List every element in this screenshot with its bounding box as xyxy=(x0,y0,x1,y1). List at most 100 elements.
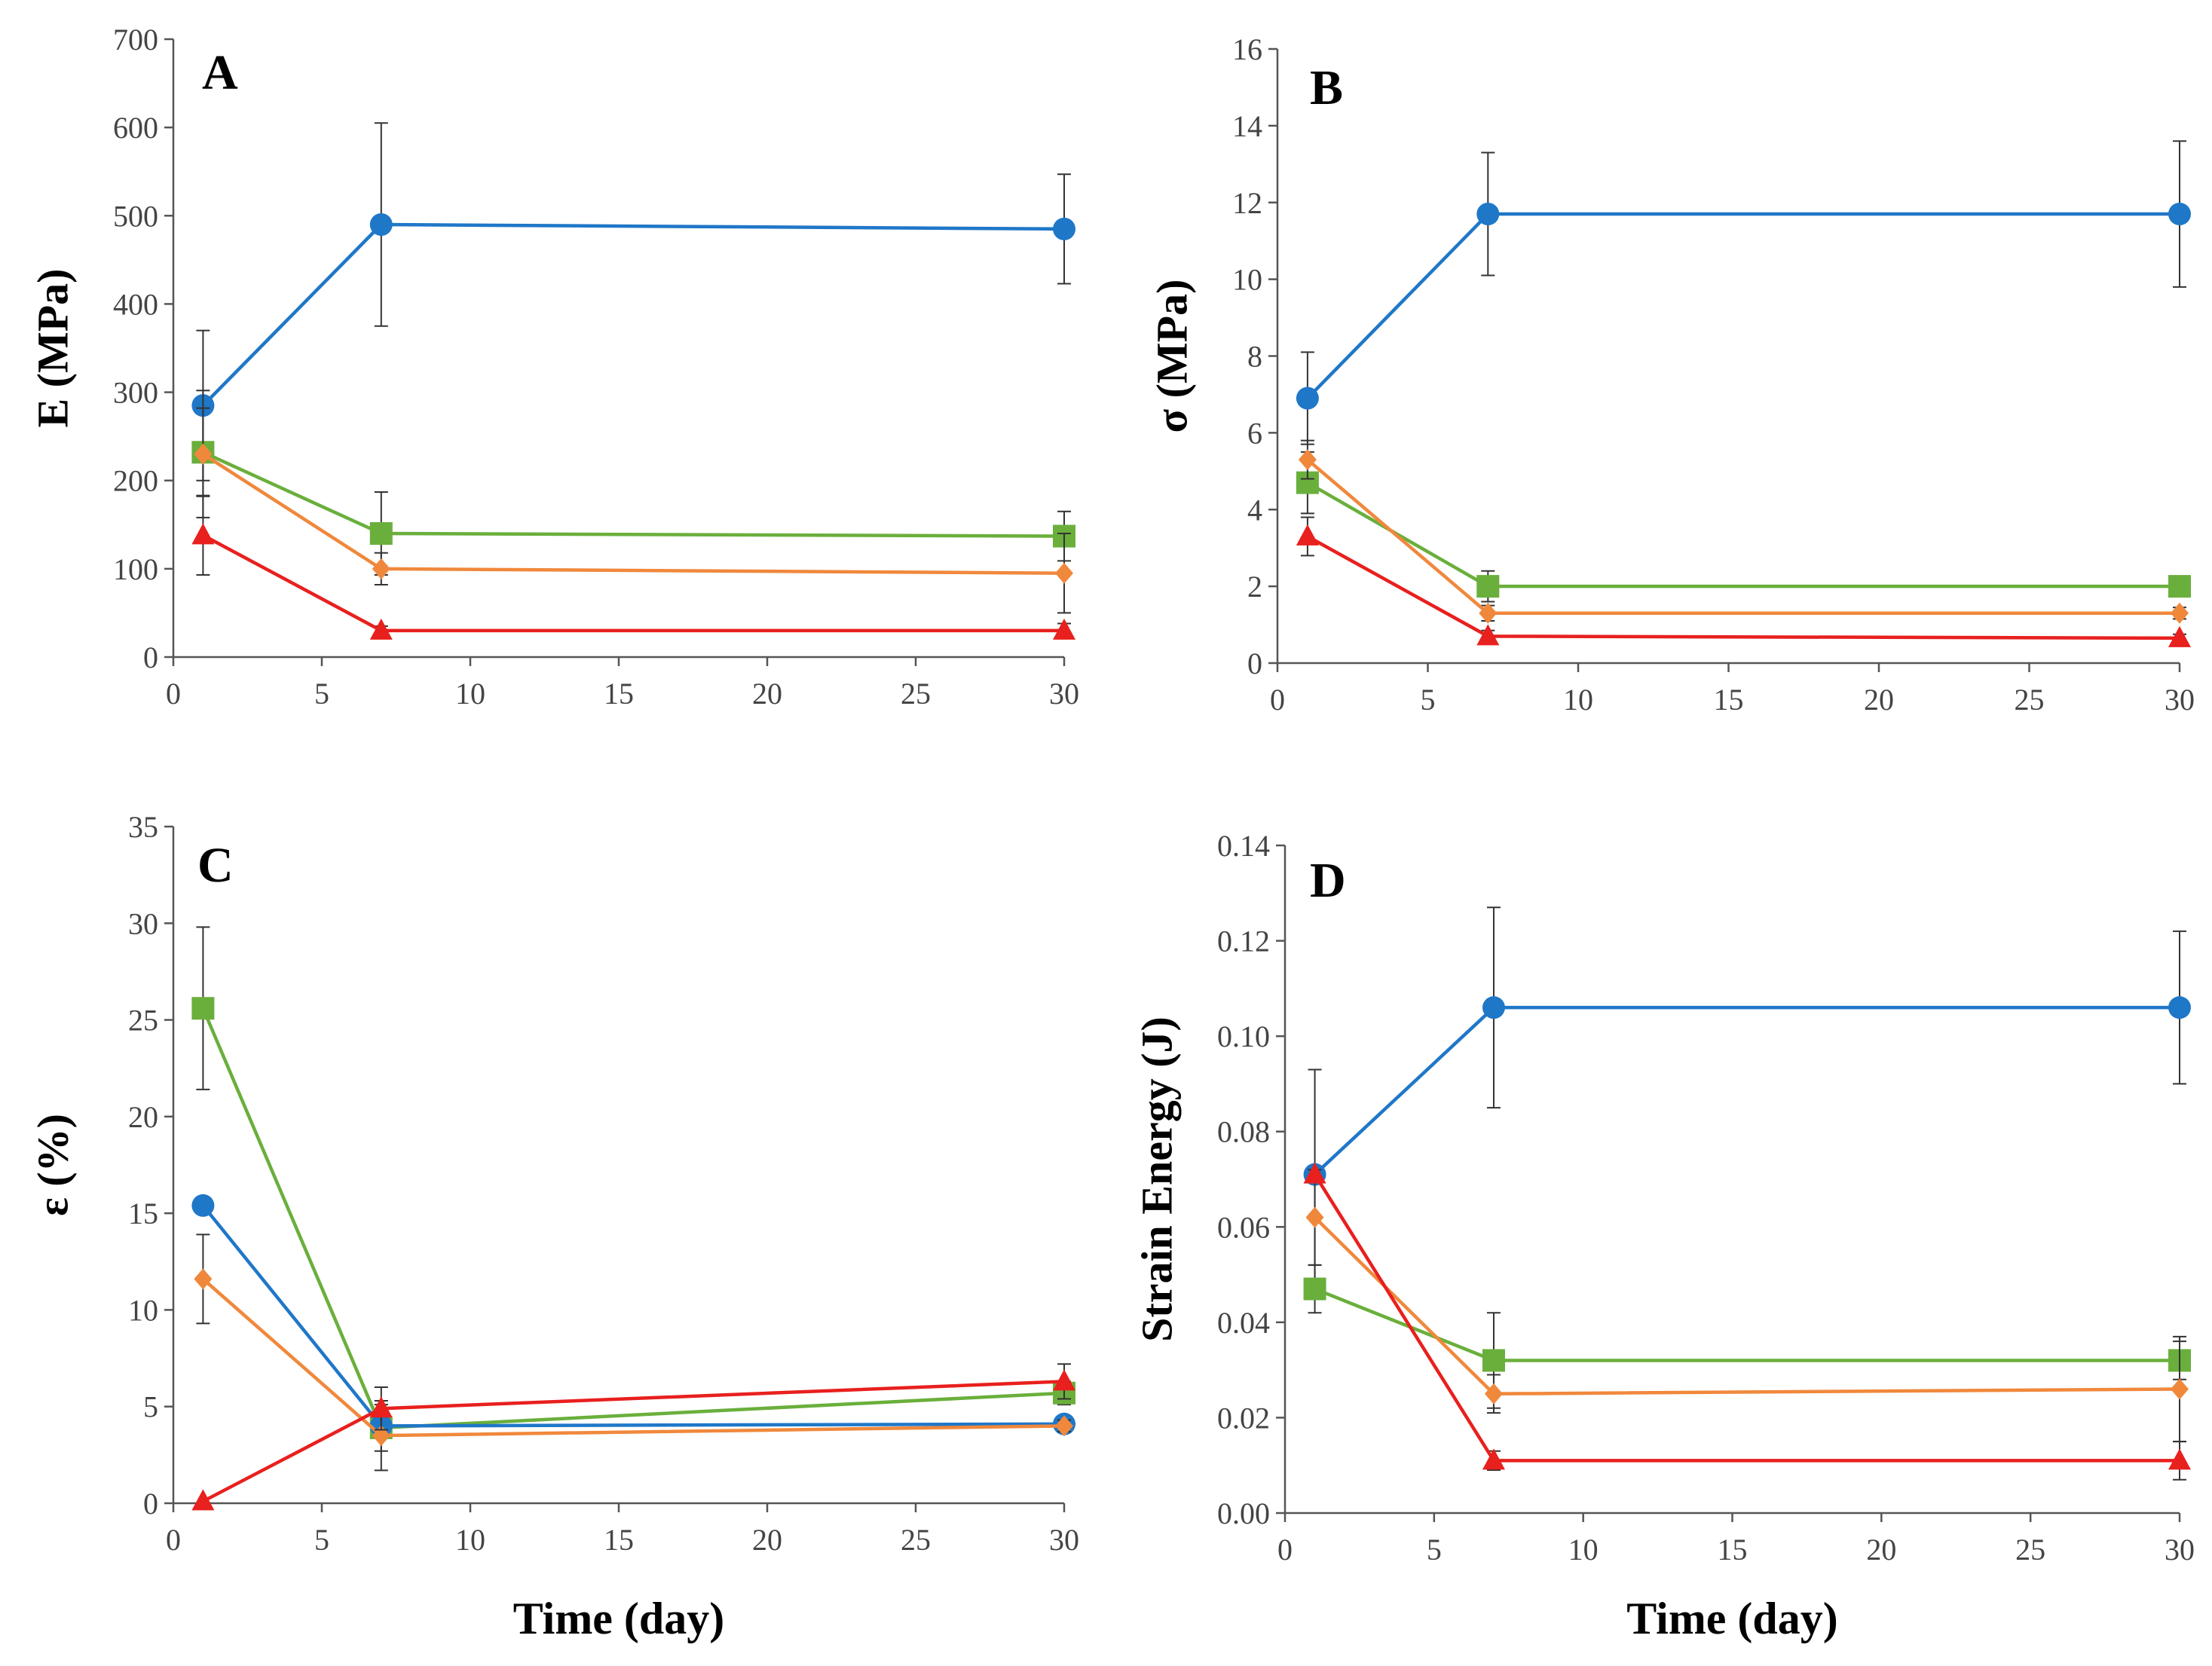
series-line xyxy=(1306,212,2180,400)
data-point xyxy=(2171,602,2189,624)
y-tick-label: 0 xyxy=(1247,647,1262,680)
y-tick-label: 8 xyxy=(1247,340,1262,374)
y-tick-label: 0.12 xyxy=(1217,925,1270,958)
y-tick-label: 2 xyxy=(1247,570,1262,604)
x-tick-label: 10 xyxy=(455,1523,485,1557)
series-line xyxy=(202,452,1065,575)
series-line xyxy=(201,1277,1065,1438)
data-point xyxy=(369,522,393,545)
x-tick-label: 25 xyxy=(901,1523,931,1557)
y-tick-label: 0.14 xyxy=(1217,829,1270,863)
data-point xyxy=(2168,575,2191,598)
y-tick-label: 12 xyxy=(1232,186,1262,220)
x-tick-label: 30 xyxy=(1049,677,1079,711)
data-point xyxy=(1305,1206,1324,1228)
data-point xyxy=(372,558,390,579)
x-tick-label: 20 xyxy=(1864,683,1894,717)
x-tick-label: 30 xyxy=(2165,1533,2195,1567)
data-point xyxy=(1476,575,1500,598)
series-green xyxy=(191,926,1075,1452)
panel-d: 0.00 0.02 0.04 0.06 0.08 0.10 0.12 0.14 0 5 10 15 20… xyxy=(1133,829,2195,1643)
y-tick-label: 14 xyxy=(1232,109,1262,143)
y-tick-label: 10 xyxy=(128,1293,158,1327)
x-tick-label: 5 xyxy=(314,677,329,711)
x-tick-label: 30 xyxy=(2165,683,2195,717)
y-axis-label: E (MPa) xyxy=(29,269,78,428)
y-axis-label: ε (%) xyxy=(29,1114,78,1216)
data-point xyxy=(1055,562,1073,584)
y-tick-label: 200 xyxy=(113,464,158,498)
data-point xyxy=(369,213,393,236)
series-red xyxy=(1303,1162,2191,1481)
series-green xyxy=(191,407,1075,576)
series-green xyxy=(1296,451,2191,603)
data-point xyxy=(1303,1162,1326,1184)
panel-a: 0 100 200 300 400 500 600 700 0 5 10 15 20 25 30 A E (MP… xyxy=(29,23,1080,711)
data-point xyxy=(369,618,393,640)
y-tick-label: 15 xyxy=(128,1197,158,1230)
x-axis-label: Time (day) xyxy=(513,1594,725,1643)
series-orange xyxy=(194,1233,1073,1472)
x-tick-label: 5 xyxy=(1427,1533,1442,1567)
y-tick-label: 700 xyxy=(113,23,158,57)
x-axis-label: Time (day) xyxy=(1626,1594,1838,1643)
data-point xyxy=(1053,1369,1075,1391)
data-point xyxy=(1053,217,1075,240)
y-tick-label: 0.02 xyxy=(1217,1401,1270,1435)
panel-label: A xyxy=(202,45,238,100)
data-point xyxy=(1482,1448,1505,1470)
data-point xyxy=(191,997,215,1020)
data-point xyxy=(1298,449,1317,471)
data-point xyxy=(194,1268,213,1290)
data-point xyxy=(1476,203,1500,226)
y-tick-label: 0 xyxy=(143,640,158,674)
series-line xyxy=(1313,1173,2180,1463)
x-tick-label: 15 xyxy=(1718,1533,1748,1567)
y-tick-label: 10 xyxy=(1232,263,1262,297)
y-tick-label: 20 xyxy=(128,1100,158,1134)
data-point xyxy=(1303,1277,1326,1301)
y-tick-label: 300 xyxy=(113,376,158,410)
series-line xyxy=(1306,458,2180,616)
x-tick-label: 20 xyxy=(1866,1533,1896,1567)
x-tick-label: 25 xyxy=(2015,683,2045,717)
x-tick-label: 15 xyxy=(604,677,634,711)
data-point xyxy=(1053,618,1075,640)
x-tick-label: 0 xyxy=(166,677,181,711)
y-axis-label: σ (MPa) xyxy=(1148,280,1197,433)
y-tick-label: 6 xyxy=(1247,416,1262,450)
data-point xyxy=(191,1489,215,1511)
series-red xyxy=(191,494,1075,640)
x-tick-label: 15 xyxy=(1714,683,1744,717)
y-tick-label: 35 xyxy=(128,810,158,844)
data-point xyxy=(2168,203,2191,226)
panel-c: 0 5 10 15 20 25 30 35 0 5 10 15 20 25 30 Cε (%) Time (da… xyxy=(29,810,1080,1643)
x-tick-label: 10 xyxy=(1568,1533,1599,1567)
data-point xyxy=(191,523,215,545)
series-line xyxy=(1314,1005,2180,1176)
x-tick-label: 25 xyxy=(2015,1533,2045,1567)
series-blue xyxy=(1303,906,2191,1280)
data-point xyxy=(2168,1448,2191,1470)
x-tick-label: 5 xyxy=(314,1523,329,1557)
data-point xyxy=(1482,1349,1505,1372)
x-tick-label: 30 xyxy=(1049,1523,1079,1557)
y-tick-label: 0.10 xyxy=(1217,1019,1270,1053)
y-tick-label: 30 xyxy=(128,906,158,940)
y-tick-label: 600 xyxy=(113,111,158,145)
data-point xyxy=(1484,1383,1503,1405)
data-point xyxy=(1296,524,1319,546)
x-tick-label: 20 xyxy=(752,1523,782,1557)
data-point xyxy=(2171,1378,2189,1400)
panel-label: C xyxy=(197,838,234,893)
x-tick-label: 10 xyxy=(455,677,485,711)
data-point xyxy=(2168,625,2191,647)
x-tick-label: 0 xyxy=(1270,683,1285,717)
series-line xyxy=(1313,1216,2180,1396)
y-tick-label: 0.00 xyxy=(1217,1496,1270,1530)
y-tick-label: 0.04 xyxy=(1217,1306,1270,1340)
series-orange xyxy=(194,390,1073,614)
y-tick-label: 100 xyxy=(113,552,158,586)
x-tick-label: 25 xyxy=(901,677,931,711)
